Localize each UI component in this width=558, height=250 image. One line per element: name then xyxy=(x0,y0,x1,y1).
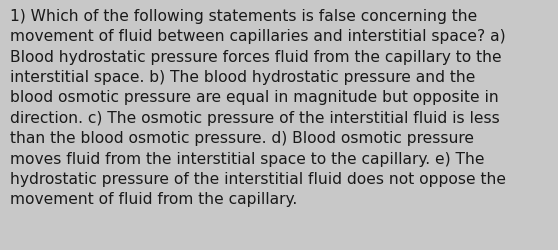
Text: 1) Which of the following statements is false concerning the
movement of fluid b: 1) Which of the following statements is … xyxy=(10,9,506,206)
